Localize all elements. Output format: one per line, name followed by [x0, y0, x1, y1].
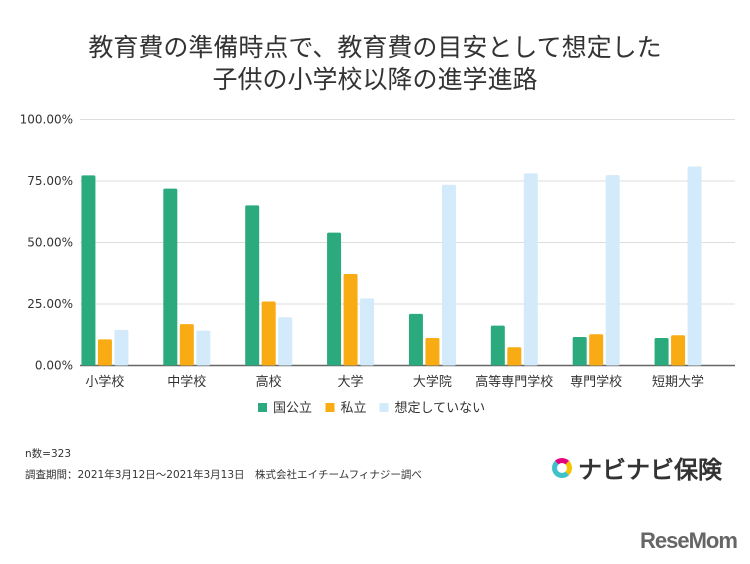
bar-1-4: [425, 337, 440, 366]
bar-2-1: [196, 330, 211, 366]
bar-1-6: [589, 334, 604, 366]
x-tick-label: 大学院: [413, 374, 452, 390]
survey-period-note: 調査期間：2021年3月12日～2021年3月13日 株式会社エイチームフィナジ…: [25, 469, 422, 481]
bar-2-2: [278, 317, 293, 366]
chart-title-line-1: 教育費の準備時点で、教育費の目安として想定した: [88, 33, 662, 62]
bar-2-0: [114, 329, 129, 366]
bar-1-2: [261, 301, 276, 366]
bar-0-1: [163, 188, 178, 366]
bar-2-7: [687, 166, 702, 366]
y-tick-label: 25.00%: [27, 297, 73, 311]
x-tick-label: 専門学校: [570, 374, 622, 390]
y-tick-label: 50.00%: [27, 236, 73, 250]
x-tick-label: 大学: [338, 374, 364, 390]
navinavi-logo: ナビナビ保険: [552, 450, 722, 485]
bar-0-6: [572, 336, 587, 366]
bar-1-5: [507, 347, 522, 366]
bar-chart: 0.00% 25.00% 50.00% 75.00% 100.00% 小学校 中学校 高校 大学…: [20, 113, 735, 416]
bar-0-2: [245, 205, 260, 366]
bar-0-4: [408, 313, 423, 366]
x-tick-label: 高等専門学校: [475, 374, 553, 390]
legend-label-2: 想定していない: [395, 400, 486, 416]
y-tick-label: 100.00%: [20, 113, 73, 127]
logo-ring-icon: [552, 457, 572, 478]
navinavi-logo-text: ナビナビ保険: [578, 456, 722, 484]
bar-2-3: [360, 298, 375, 366]
bar-2-6: [605, 175, 620, 366]
legend-swatch-0: [258, 403, 267, 412]
bar-2-5: [523, 173, 538, 366]
bar-2-4: [441, 184, 456, 366]
y-tick-label: 0.00%: [35, 359, 73, 373]
x-tick-label: 高校: [256, 374, 282, 390]
bar-1-7: [671, 335, 686, 366]
bar-1-0: [97, 339, 112, 366]
chart-title-line-2: 子供の小学校以降の進学進路: [212, 65, 538, 94]
resemom-logo: ReseMom: [640, 528, 738, 553]
bar-0-0: [81, 175, 96, 366]
x-tick-label: 小学校: [85, 374, 124, 390]
bar-0-3: [327, 232, 342, 366]
x-tick-label: 短期大学: [652, 374, 704, 390]
sample-size-note: n数=323: [25, 448, 71, 460]
bar-1-3: [343, 273, 358, 366]
legend-swatch-1: [325, 403, 335, 412]
bar-0-7: [654, 337, 669, 366]
legend-label-0: 国公立: [273, 401, 312, 416]
bar-0-5: [490, 325, 505, 366]
y-tick-label: 75.00%: [27, 174, 73, 188]
legend-label-1: 私立: [341, 401, 367, 416]
legend-swatch-2: [379, 403, 389, 412]
x-tick-label: 中学校: [167, 374, 206, 390]
bar-1-1: [179, 324, 194, 366]
